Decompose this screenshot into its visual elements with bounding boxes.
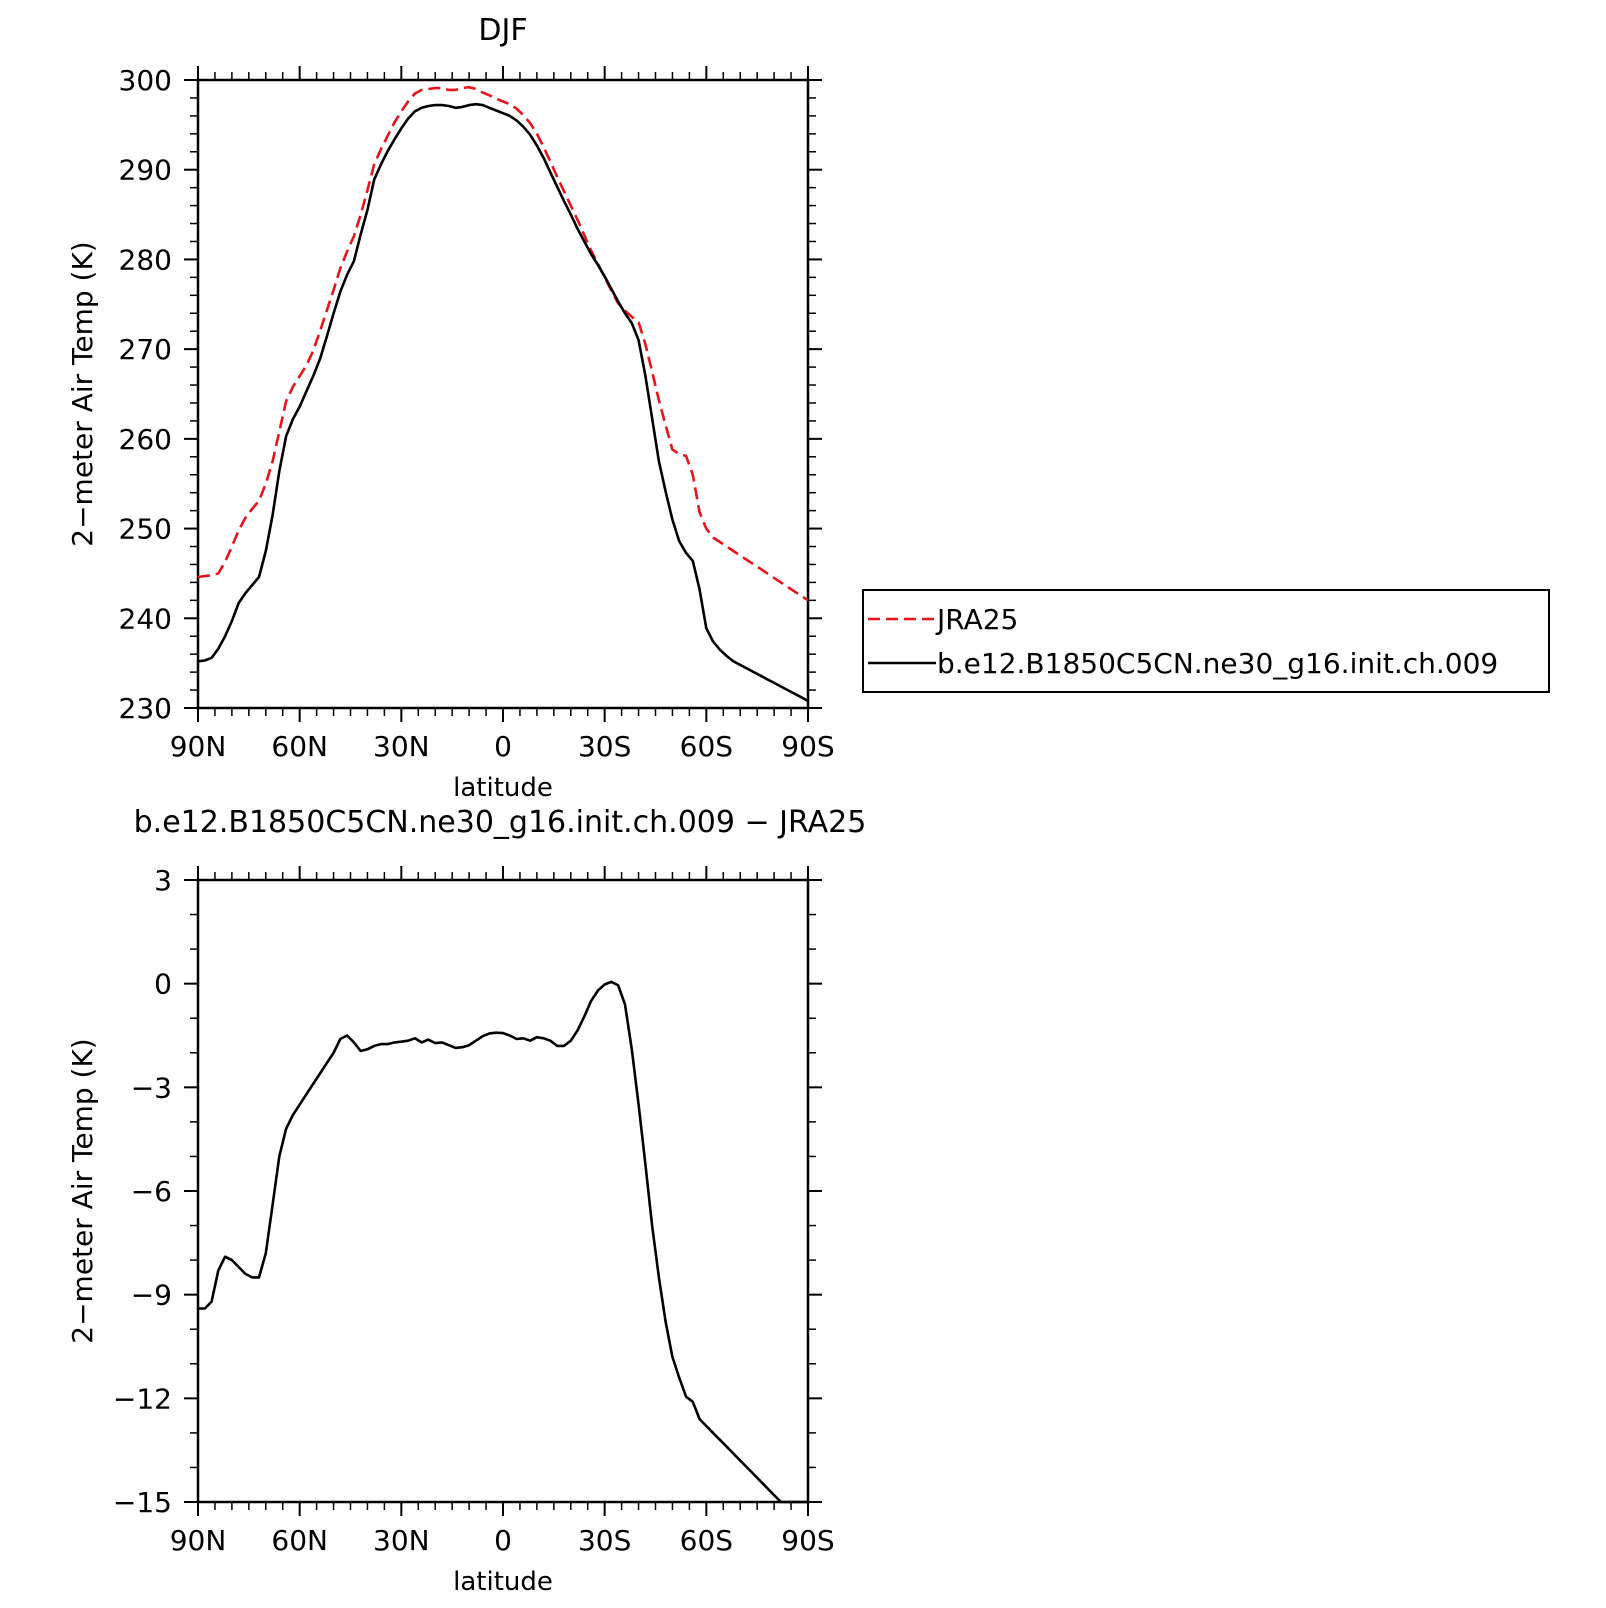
x-axis-label: latitude xyxy=(453,1567,553,1597)
legend-box xyxy=(862,589,1550,693)
x-tick-label: 90N xyxy=(170,730,227,763)
x-tick-label: 60N xyxy=(271,730,328,763)
plot-frame xyxy=(196,878,810,1504)
x-tick-label: 30N xyxy=(373,730,430,763)
y-axis-label: 2−meter Air Temp (K) xyxy=(66,241,99,546)
x-tick-label: 0 xyxy=(494,730,512,763)
series-group xyxy=(198,85,808,702)
legend-label: JRA25 xyxy=(935,603,1018,636)
difference-panel: 90N 60N 30N 0 30S 60S 90S 3 0 −3 −6 −9 −12 −15 b.e12.B… xyxy=(66,805,866,1597)
y-axis-label: 2−meter Air Temp (K) xyxy=(66,1038,99,1343)
y-tick-label: 270 xyxy=(119,333,172,366)
x-tick-label: 90S xyxy=(781,730,834,763)
y-tick-label: 0 xyxy=(154,968,172,1001)
series-line-jra25 xyxy=(198,85,808,602)
x-tick-label: 30N xyxy=(373,1524,430,1557)
plot-frame xyxy=(196,78,810,710)
x-tick-label: 0 xyxy=(494,1524,512,1557)
y-tick-label: −6 xyxy=(131,1175,172,1208)
x-tick-label: 90S xyxy=(781,1524,834,1557)
y-tick-label: −9 xyxy=(131,1279,172,1312)
y-tick-label: 260 xyxy=(119,423,172,456)
djf-panel: 90N 60N 30N 0 30S 60S 90S 230 240 250 260 270 280 290… xyxy=(66,13,835,803)
x-tick-label: 60N xyxy=(271,1524,328,1557)
series-line-b-e12-b1850c5cn-ne30-g16-init-ch-009 xyxy=(198,102,808,702)
x-tick-label: 30S xyxy=(578,1524,631,1557)
y-tick-label: −3 xyxy=(131,1071,172,1104)
x-tick-label: 30S xyxy=(578,730,631,763)
x-axis-label: latitude xyxy=(453,773,553,803)
y-tick-label: 240 xyxy=(119,602,172,635)
y-tick-label: −12 xyxy=(113,1382,172,1415)
series-line-difference xyxy=(198,980,808,1504)
x-tick-label: 60S xyxy=(680,730,733,763)
x-tick-label: 60S xyxy=(680,1524,733,1557)
y-tick-label: 3 xyxy=(154,864,172,897)
y-tick-label: 280 xyxy=(119,243,172,276)
series-group xyxy=(198,980,808,1504)
chart-title: b.e12.B1850C5CN.ne30_g16.init.ch.009 − J… xyxy=(134,805,867,840)
y-tick-label: 300 xyxy=(119,64,172,97)
y-tick-label: 290 xyxy=(119,154,172,187)
y-tick-label: 230 xyxy=(119,692,172,725)
x-tick-label: 90N xyxy=(170,1524,227,1557)
y-tick-label: −15 xyxy=(113,1486,172,1519)
legend-label: b.e12.B1850C5CN.ne30_g16.init.ch.009 xyxy=(937,647,1498,680)
chart-title: DJF xyxy=(478,13,527,48)
y-tick-label: 250 xyxy=(119,513,172,546)
legend: JRA25 b.e12.B1850C5CN.ne30_g16.init.ch.00… xyxy=(862,589,1550,693)
